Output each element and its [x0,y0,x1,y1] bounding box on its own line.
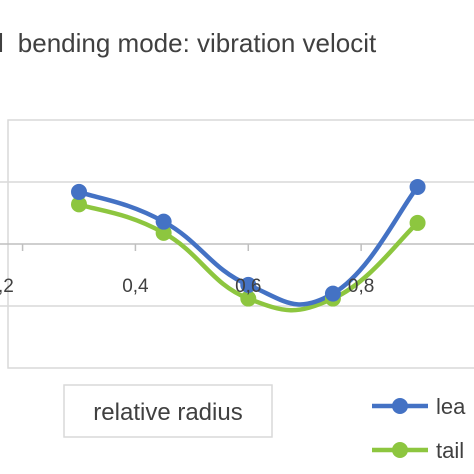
data-point-tail [409,214,426,231]
x-axis-tick-labels: ,2 0,4 0,6 0,8 [0,276,374,297]
chart-title: l bending mode: vibration velocit [0,28,377,58]
x-tick-label: ,2 [0,276,14,297]
data-point-lea [71,183,87,200]
data-point-lea [155,213,172,230]
x-tick-label: 0,6 [235,276,261,297]
data-point-tail [155,224,172,241]
legend-marker-tail [392,442,408,458]
data-point-lea [409,178,426,195]
chart-title-prefix: l [0,28,4,58]
legend-marker-lea [392,398,408,414]
legend-label-lea: lea [436,394,466,419]
data-point-tail [240,290,257,307]
x-axis-title: relative radius [93,399,242,426]
x-tick-label: 0,8 [348,276,374,297]
x-axis-title-box [63,384,273,438]
data-point-lea [240,276,257,293]
data-point-lea [324,285,341,302]
chart-title-main: bending mode: vibration velocit [18,28,377,58]
series-layer [71,178,426,313]
legend-label-tail: tail [436,438,464,463]
x-tick-label: 0,4 [122,276,149,297]
legend: lea tail [372,394,466,463]
data-point-tail [71,196,87,213]
